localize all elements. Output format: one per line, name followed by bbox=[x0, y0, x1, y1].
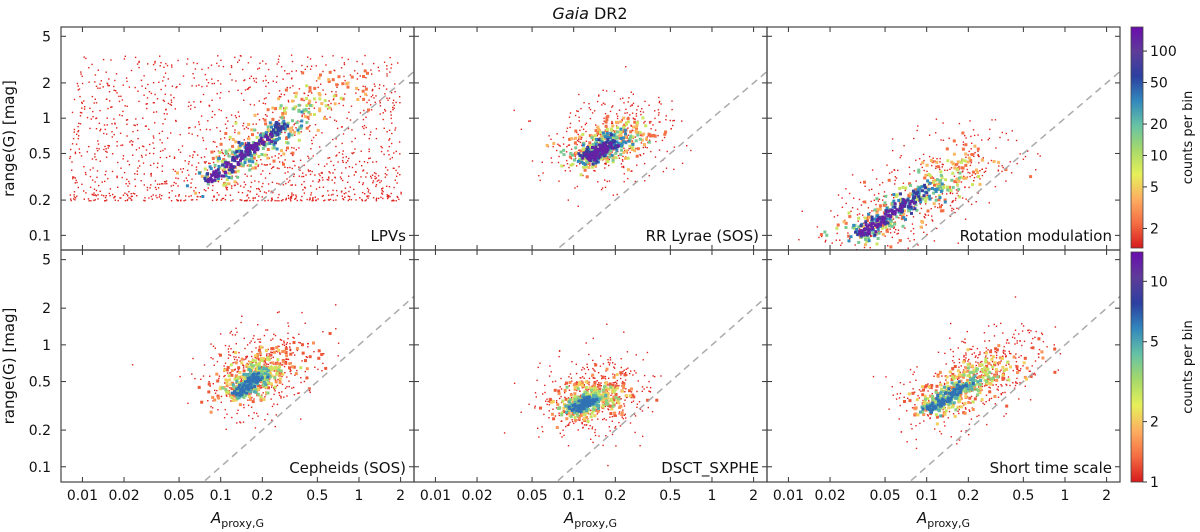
y-axis-label: range(G) [mag] bbox=[0, 308, 18, 425]
y-tick-label: 0.5 bbox=[29, 375, 51, 391]
panel-5-points bbox=[872, 295, 1120, 482]
y-tick-label: 1 bbox=[42, 338, 51, 354]
x-axis-label-sub: proxy,G bbox=[221, 517, 264, 530]
y-tick-label: 0.2 bbox=[29, 423, 51, 439]
x-tick-label: 0.2 bbox=[957, 488, 979, 504]
x-tick-label: 0.02 bbox=[108, 488, 139, 504]
x-tick-label: 2 bbox=[396, 488, 405, 504]
y-tick-label: 5 bbox=[42, 29, 51, 45]
y-tick-label: 0.1 bbox=[29, 228, 51, 244]
panel-5-frame bbox=[766, 249, 1121, 483]
x-axis-label-sub: proxy,G bbox=[574, 517, 617, 530]
panel-4-points bbox=[503, 295, 767, 482]
y-tick-label: 1 bbox=[42, 111, 51, 127]
x-tick-label: 0.02 bbox=[461, 488, 492, 504]
x-tick-label: 1 bbox=[355, 488, 364, 504]
x-tick-label: 2 bbox=[749, 488, 758, 504]
x-tick-label: 0.01 bbox=[420, 488, 451, 504]
colorbar-label: counts per bin bbox=[1181, 320, 1196, 413]
panel-2-points bbox=[798, 70, 1120, 250]
colorbar-tick-label: 5 bbox=[1150, 335, 1159, 351]
x-axis-label: Aproxy,G bbox=[210, 509, 264, 530]
axis-labels: LPVs 0.1 0.2 0.5 1 2 5 RR Lyrae (SOS) Rotation m… bbox=[0, 29, 1112, 530]
chart-title-italic: Gaia bbox=[552, 4, 588, 23]
x-tick-label: 0.5 bbox=[306, 488, 328, 504]
panel-3-points bbox=[131, 295, 414, 482]
colorbar-group: 2 5 10 20 50 100 counts per bin 1 2 5 10 counts per… bbox=[1130, 26, 1196, 491]
panel-label: Cepheids (SOS) bbox=[289, 459, 406, 477]
panel-1-reference-line bbox=[555, 70, 767, 250]
x-tick-label: 0.01 bbox=[67, 488, 98, 504]
colorbar-1 bbox=[1130, 251, 1144, 483]
x-tick-label: 0.01 bbox=[773, 488, 804, 504]
colorbar-tick-label: 10 bbox=[1150, 148, 1168, 164]
x-axis-label-sub: proxy,G bbox=[927, 517, 970, 530]
panel-label: Short time scale bbox=[990, 459, 1112, 477]
colorbar-0 bbox=[1130, 26, 1144, 249]
x-tick-label: 0.05 bbox=[869, 488, 900, 504]
x-tick-label: 0.05 bbox=[516, 488, 547, 504]
y-tick-label: 2 bbox=[42, 301, 51, 317]
panel-0-points bbox=[69, 54, 414, 250]
panel-grid bbox=[69, 54, 1120, 482]
colorbar-tick-label: 10 bbox=[1150, 274, 1168, 290]
colorbar-tick-label: 100 bbox=[1150, 44, 1177, 60]
x-axis-label-main: A bbox=[210, 509, 221, 527]
x-axis-label-main: A bbox=[916, 509, 927, 527]
y-tick-label: 0.1 bbox=[29, 460, 51, 476]
panel-4-frame bbox=[413, 249, 768, 483]
panel-frames bbox=[60, 26, 1121, 483]
panel-3-frame bbox=[60, 249, 415, 483]
y-tick-label: 5 bbox=[42, 253, 51, 269]
x-axis-label-main: A bbox=[563, 509, 574, 527]
x-tick-label: 0.02 bbox=[814, 488, 845, 504]
x-tick-label: 0.5 bbox=[1012, 488, 1034, 504]
y-axis-label: range(G) [mag] bbox=[0, 80, 18, 197]
panel-5-reference-line bbox=[908, 295, 1120, 482]
panel-0-reference-line bbox=[202, 70, 414, 250]
colorbar-tick-label: 2 bbox=[1150, 415, 1159, 431]
x-tick-label: 0.05 bbox=[163, 488, 194, 504]
x-tick-label: 0.1 bbox=[210, 488, 232, 504]
panel-2-frame bbox=[766, 26, 1121, 251]
x-tick-label: 0.5 bbox=[659, 488, 681, 504]
x-tick-label: 0.1 bbox=[916, 488, 938, 504]
x-tick-label: 0.2 bbox=[604, 488, 626, 504]
panel-label: Rotation modulation bbox=[960, 227, 1112, 245]
panel-label: DSCT_SXPHE bbox=[661, 459, 759, 478]
colorbar-label: counts per bin bbox=[1181, 91, 1196, 184]
colorbar-tick-label: 1 bbox=[1150, 475, 1159, 491]
x-tick-label: 2 bbox=[1102, 488, 1111, 504]
colorbar-tick-label: 50 bbox=[1150, 75, 1168, 91]
x-tick-label: 0.1 bbox=[563, 488, 585, 504]
panel-0-frame bbox=[60, 26, 415, 251]
panel-label: RR Lyrae (SOS) bbox=[646, 227, 759, 245]
panel-3-reference-line bbox=[202, 295, 414, 482]
x-tick-label: 0.2 bbox=[251, 488, 273, 504]
y-tick-label: 0.5 bbox=[29, 146, 51, 162]
colorbar-tick-label: 2 bbox=[1150, 221, 1159, 237]
chart-title-rest: DR2 bbox=[589, 4, 628, 23]
chart-title: Gaia DR2 bbox=[552, 4, 627, 23]
x-axis-label: Aproxy,G bbox=[916, 509, 970, 530]
x-axis-label: Aproxy,G bbox=[563, 509, 617, 530]
y-tick-label: 0.2 bbox=[29, 193, 51, 209]
y-tick-label: 2 bbox=[42, 76, 51, 92]
colorbar-tick-label: 20 bbox=[1150, 117, 1168, 133]
x-tick-label: 1 bbox=[708, 488, 717, 504]
x-tick-label: 1 bbox=[1061, 488, 1070, 504]
panel-4-reference-line bbox=[555, 295, 767, 482]
colorbar-tick-label: 5 bbox=[1150, 180, 1159, 196]
panel-1-points bbox=[513, 66, 767, 250]
panel-2-reference-line bbox=[908, 70, 1120, 250]
panel-label: LPVs bbox=[371, 227, 407, 245]
